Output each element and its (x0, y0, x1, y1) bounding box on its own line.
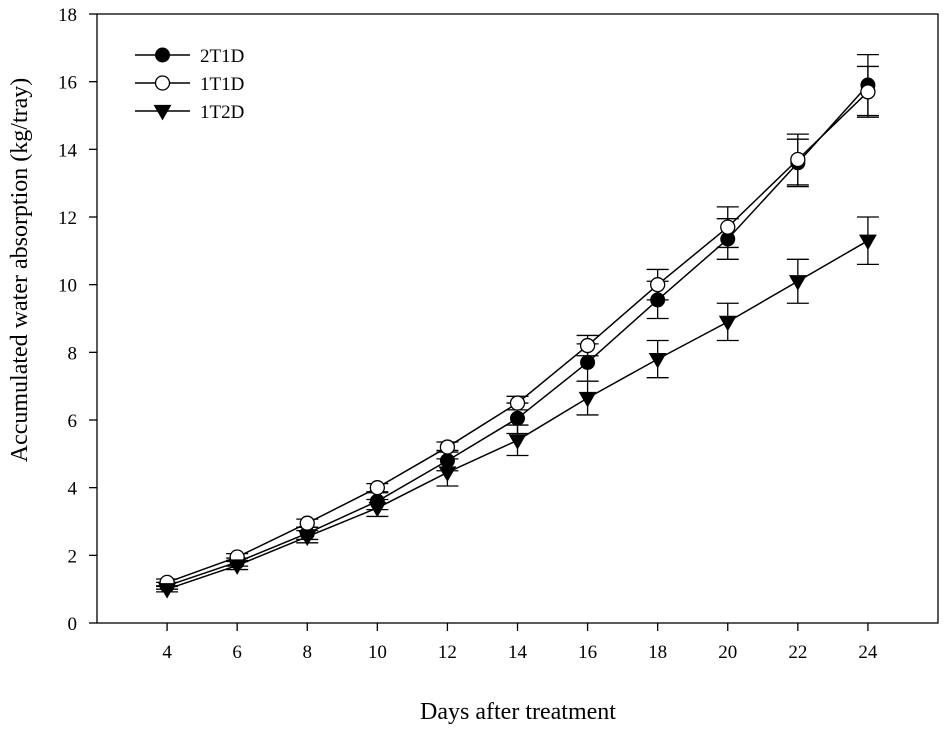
data-point (860, 84, 876, 100)
series-line (166, 84, 869, 587)
y-tick-label: 18 (58, 5, 77, 26)
data-point (718, 315, 737, 332)
x-tick-label: 14 (508, 642, 528, 663)
legend-label: 2T1D (200, 46, 244, 67)
data-point (158, 583, 176, 599)
legend-label: 1T2D (200, 102, 244, 123)
data-point (578, 391, 597, 408)
y-tick-label: 2 (68, 546, 78, 567)
x-tick-label: 12 (438, 642, 457, 663)
data-point (510, 410, 525, 426)
series-line (166, 91, 869, 584)
x-tick-label: 18 (648, 642, 667, 663)
y-tick-label: 8 (68, 343, 78, 364)
data-point (650, 277, 666, 293)
x-tick-label: 22 (788, 642, 807, 663)
x-axis-title: Days after treatment (420, 699, 616, 725)
legend-item-1T1D: 1T1D (135, 74, 244, 95)
series-2T1D (156, 53, 879, 594)
data-point (790, 151, 806, 168)
data-point (368, 501, 387, 518)
x-tick-label: 16 (578, 642, 597, 663)
x-axis: 4 6 8 10 12 14 16 18 20 22 24 (162, 623, 878, 663)
legend-item-2T1D: 2T1D (135, 46, 244, 67)
y-tick-label: 16 (58, 73, 77, 94)
data-point (788, 275, 807, 291)
data-point (859, 234, 877, 251)
data-point (438, 466, 457, 482)
legend-marker (153, 104, 172, 121)
data-point (439, 439, 456, 455)
legend-label: 1T1D (200, 74, 244, 95)
data-point (369, 480, 385, 496)
data-point (648, 353, 667, 369)
data-point (299, 515, 315, 531)
x-tick-label: 6 (232, 642, 242, 663)
data-point (298, 530, 317, 547)
series-1T2D (156, 216, 879, 599)
series-1T1D (156, 65, 879, 591)
y-tick-label: 14 (58, 140, 78, 161)
data-point (580, 354, 596, 370)
legend-marker (155, 47, 170, 63)
legend: 2T1D 1T1D 1T2D (135, 46, 244, 123)
legend-marker (154, 75, 171, 91)
y-tick-label: 6 (68, 411, 78, 432)
data-point (228, 559, 247, 575)
x-tick-label: 8 (303, 642, 313, 663)
legend-item-1T2D: 1T2D (135, 102, 244, 123)
x-tick-label: 20 (718, 642, 737, 663)
x-tick-label: 10 (368, 642, 387, 663)
x-tick-label: 4 (162, 642, 172, 663)
data-point (579, 337, 596, 354)
y-tick-label: 0 (68, 614, 78, 635)
y-axis: 0 2 4 6 8 10 12 14 16 18 (58, 5, 97, 635)
x-tick-label: 24 (858, 642, 878, 663)
y-tick-label: 10 (58, 276, 77, 297)
data-point (509, 395, 526, 411)
y-tick-label: 12 (58, 208, 77, 229)
series-layer (156, 53, 879, 599)
y-tick-label: 4 (68, 479, 78, 500)
y-axis-title: Accumulated water absorption (kg/tray) (7, 78, 33, 463)
data-point (508, 434, 527, 450)
data-point (720, 219, 736, 235)
